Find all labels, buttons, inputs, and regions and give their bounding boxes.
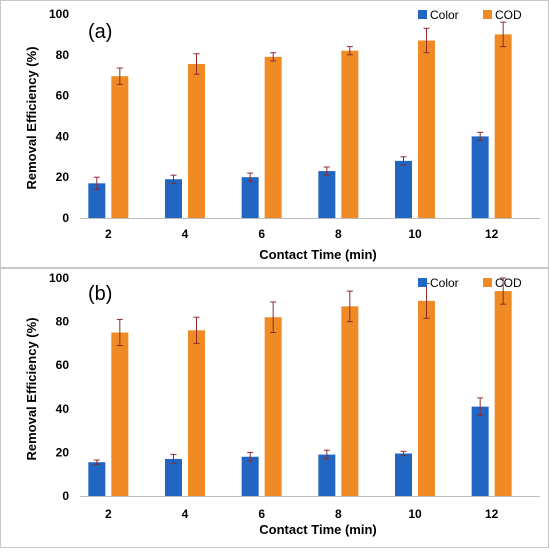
bar-cod — [264, 56, 282, 219]
x-tick-label: 6 — [258, 507, 265, 521]
legend-label: COD — [495, 8, 522, 22]
error-bar — [116, 67, 123, 85]
bar-color — [241, 177, 259, 218]
x-tick-label: 4 — [182, 227, 189, 241]
error-bar — [400, 156, 407, 166]
y-tick-label: 20 — [56, 445, 70, 459]
x-tick-label: 4 — [182, 507, 189, 521]
y-tick-label: 80 — [56, 48, 70, 62]
x-axis-title: Contact Time (min) — [259, 247, 377, 262]
x-tick-label: 8 — [335, 227, 342, 241]
error-bar — [93, 176, 100, 190]
error-bar — [323, 166, 330, 176]
legend-swatch-cod — [483, 10, 492, 19]
bar-color — [165, 179, 182, 218]
y-tick-label: 100 — [49, 7, 69, 21]
chart-panel-1: 0 20 40 60 80 100 2 4 6 8 10 12 (a) Removal Efficienc… — [0, 0, 549, 268]
x-tick-label: 6 — [258, 227, 265, 241]
bar-color — [318, 171, 336, 218]
error-bar — [346, 46, 353, 56]
error-bar — [247, 451, 254, 462]
bar-cod — [111, 332, 129, 496]
legend-label: Color — [430, 276, 459, 290]
x-tick-label: 12 — [485, 507, 499, 521]
bar-cod — [188, 330, 205, 496]
y-tick-label: 40 — [56, 402, 70, 416]
x-tick-label: 2 — [105, 507, 112, 521]
x-tick-label: 8 — [335, 507, 342, 521]
bar-color — [395, 453, 412, 496]
error-bar — [116, 318, 123, 347]
y-tick-label: 60 — [56, 89, 70, 103]
error-bar — [400, 450, 407, 457]
y-axis-title: Removal Efficiency (%) — [24, 317, 39, 460]
bar-color — [88, 462, 106, 496]
y-tick-label: 40 — [56, 129, 70, 143]
bar-cod — [264, 317, 282, 496]
bar-cod — [188, 63, 205, 219]
bar-cod — [341, 50, 359, 218]
x-axis-title: Contact Time (min) — [259, 522, 377, 537]
error-bar — [93, 459, 100, 465]
chart-panel-2: 0 20 40 60 80 100 2 4 6 8 10 12 (b) Removal Efficienc… — [0, 268, 549, 548]
bar-cod — [494, 34, 512, 219]
y-axis-title: Removal Efficiency (%) — [24, 46, 39, 189]
y-tick-label: 100 — [49, 271, 69, 285]
error-bar — [500, 277, 507, 305]
legend: Color COD — [418, 8, 522, 22]
error-bar — [170, 174, 177, 184]
error-bar — [346, 290, 353, 323]
bar-color — [165, 458, 182, 496]
error-bar — [423, 27, 430, 54]
error-bar — [270, 52, 277, 62]
legend-label: COD — [495, 276, 522, 290]
bar-color — [395, 160, 412, 218]
y-tick-label: 80 — [56, 315, 70, 329]
bar-color — [318, 454, 336, 496]
x-tick-label: 12 — [485, 227, 499, 241]
legend-swatch-cod — [483, 278, 492, 287]
error-bar — [193, 53, 200, 75]
bar-cod — [418, 300, 435, 496]
x-tick-label: 10 — [408, 227, 422, 241]
bar-cod — [341, 306, 359, 496]
error-bar — [193, 316, 200, 344]
bar-cod — [494, 291, 512, 496]
x-tick-label: 10 — [408, 507, 422, 521]
error-bar — [500, 21, 507, 48]
error-bar — [247, 172, 254, 182]
y-tick-label: 20 — [56, 170, 70, 184]
error-bar — [170, 454, 177, 464]
legend: Color COD — [418, 276, 522, 290]
legend-swatch-color — [418, 278, 427, 287]
bar-color — [241, 456, 259, 496]
error-bar — [323, 449, 330, 460]
y-tick-label: 0 — [62, 211, 69, 225]
y-tick-label: 60 — [56, 358, 70, 372]
error-bar — [270, 301, 277, 333]
bar-cod — [111, 76, 129, 218]
x-tick-label: 2 — [105, 227, 112, 241]
y-tick-label: 0 — [62, 489, 69, 503]
bar-cod — [418, 40, 435, 218]
legend-swatch-color — [418, 10, 427, 19]
legend-label: Color — [430, 8, 459, 22]
panel-label: (b) — [88, 283, 112, 305]
bar-color — [471, 136, 489, 218]
error-bar — [477, 397, 484, 416]
bar-color — [88, 183, 106, 218]
panel-label: (a) — [88, 21, 112, 43]
bar-color — [471, 406, 489, 496]
error-bar — [477, 131, 484, 141]
